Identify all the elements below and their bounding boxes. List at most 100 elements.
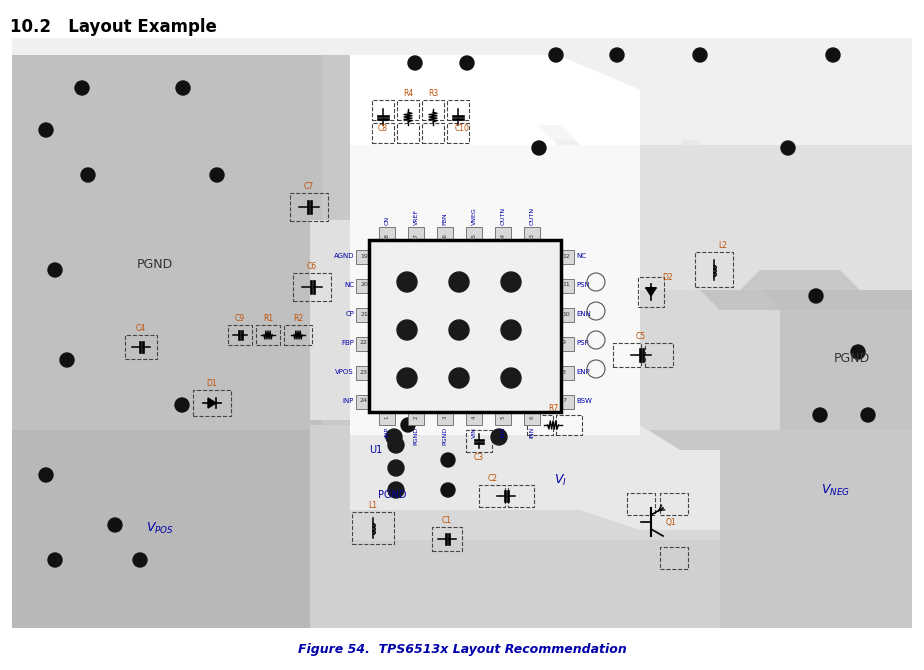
Circle shape: [781, 141, 795, 155]
Text: 4: 4: [471, 415, 477, 419]
Text: FBP: FBP: [341, 340, 354, 346]
Circle shape: [813, 408, 827, 422]
Bar: [561, 279, 574, 293]
Text: C9: C9: [235, 314, 245, 323]
Text: 22: 22: [360, 340, 368, 346]
Text: 2: 2: [414, 415, 419, 419]
Text: PGND: PGND: [443, 427, 447, 445]
Text: $V_{POS}$: $V_{POS}$: [146, 521, 174, 535]
Bar: [193, 390, 231, 416]
Circle shape: [408, 56, 422, 70]
Bar: [356, 308, 369, 322]
Circle shape: [39, 468, 53, 482]
Bar: [422, 100, 444, 120]
Text: VIN: VIN: [471, 427, 477, 438]
Text: OUTN: OUTN: [501, 207, 505, 225]
Circle shape: [81, 168, 95, 182]
Bar: [356, 279, 369, 293]
Bar: [356, 366, 369, 380]
Bar: [356, 395, 369, 409]
Bar: [527, 415, 553, 435]
Text: $V_I$: $V_I$: [553, 472, 566, 488]
Bar: [432, 527, 462, 551]
Polygon shape: [350, 95, 912, 230]
Text: 10: 10: [562, 312, 570, 316]
Circle shape: [388, 460, 404, 476]
Circle shape: [449, 272, 469, 292]
Bar: [256, 325, 280, 345]
Text: INN: INN: [529, 427, 534, 438]
Bar: [556, 415, 582, 435]
Circle shape: [851, 345, 865, 359]
Circle shape: [460, 56, 474, 70]
Text: 24: 24: [360, 399, 368, 403]
Text: 9: 9: [562, 340, 566, 346]
Text: PSP: PSP: [576, 340, 589, 346]
Text: C7: C7: [304, 182, 314, 191]
Text: C4: C4: [136, 324, 146, 333]
Polygon shape: [558, 55, 912, 145]
Text: C2: C2: [488, 474, 498, 483]
Bar: [372, 123, 394, 143]
Circle shape: [386, 429, 402, 445]
Text: 16: 16: [443, 232, 447, 239]
Circle shape: [75, 81, 89, 95]
Polygon shape: [640, 95, 912, 230]
Bar: [660, 493, 688, 515]
Text: D1: D1: [207, 379, 217, 388]
Text: 8: 8: [562, 369, 565, 375]
Text: 6: 6: [529, 415, 534, 419]
Bar: [524, 412, 540, 425]
Bar: [12, 38, 322, 628]
Circle shape: [441, 483, 455, 497]
Text: R4: R4: [403, 89, 413, 98]
Polygon shape: [350, 425, 720, 530]
Text: CP: CP: [346, 311, 354, 317]
Text: R2: R2: [293, 314, 303, 323]
Bar: [495, 227, 511, 240]
Bar: [466, 430, 492, 452]
Bar: [12, 38, 912, 628]
Circle shape: [501, 272, 521, 292]
Circle shape: [501, 368, 521, 388]
Text: $V_{NEG}$: $V_{NEG}$: [821, 482, 849, 498]
Text: D2: D2: [662, 273, 673, 282]
Bar: [369, 240, 561, 412]
Bar: [561, 250, 574, 264]
Polygon shape: [640, 290, 780, 430]
Circle shape: [549, 48, 563, 62]
Circle shape: [449, 320, 469, 340]
Text: 5: 5: [501, 415, 505, 419]
Bar: [524, 227, 540, 240]
Bar: [447, 100, 469, 120]
Circle shape: [501, 320, 521, 340]
Bar: [125, 335, 157, 359]
Text: C10: C10: [455, 124, 469, 133]
Text: C3: C3: [474, 453, 484, 462]
Circle shape: [491, 429, 507, 445]
Text: L2: L2: [718, 241, 727, 250]
Text: FBN: FBN: [443, 212, 447, 225]
Bar: [561, 395, 574, 409]
Bar: [408, 412, 424, 425]
Circle shape: [809, 289, 823, 303]
Text: Q1: Q1: [666, 517, 676, 527]
Bar: [466, 412, 482, 425]
Text: ENP: ENP: [576, 369, 590, 375]
Circle shape: [693, 48, 707, 62]
Text: VPOS: VPOS: [335, 369, 354, 375]
Circle shape: [176, 81, 190, 95]
Text: 20: 20: [360, 283, 368, 287]
Bar: [397, 100, 419, 120]
Circle shape: [60, 353, 74, 367]
Circle shape: [133, 553, 147, 567]
Bar: [350, 95, 640, 145]
Bar: [408, 227, 424, 240]
Text: L1: L1: [369, 501, 378, 510]
Polygon shape: [12, 430, 310, 628]
Circle shape: [39, 123, 53, 137]
Bar: [437, 227, 453, 240]
Text: PGND: PGND: [378, 490, 407, 500]
Bar: [356, 250, 369, 264]
Bar: [660, 547, 688, 569]
